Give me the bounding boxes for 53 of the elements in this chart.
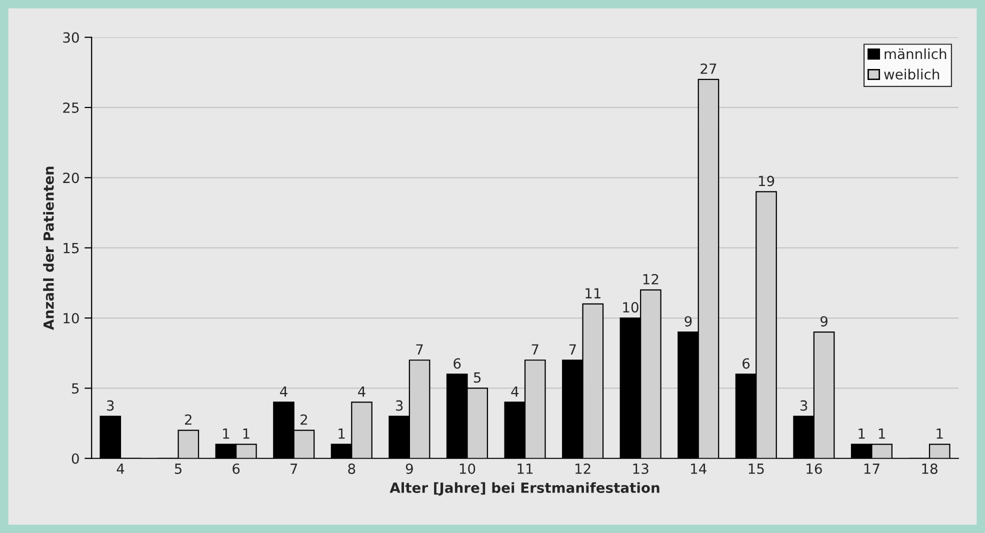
data-label: 4 — [358, 386, 366, 397]
data-label: 1 — [223, 428, 230, 439]
data-label: 1 — [243, 428, 250, 439]
x-tick-label: 6 — [232, 463, 240, 474]
y-tick-label: 10 — [64, 312, 79, 324]
data-label: 7 — [569, 344, 576, 354]
data-label: 11 — [586, 288, 600, 298]
data-label: 5 — [474, 372, 481, 383]
data-label: 1 — [878, 428, 885, 439]
x-tick-label: 13 — [633, 463, 648, 474]
data-label: 3 — [107, 400, 114, 411]
data-label: 7 — [532, 344, 538, 354]
data-label: 1 — [338, 428, 345, 439]
data-label: 1 — [936, 428, 943, 439]
data-label: 19 — [758, 176, 774, 186]
x-tick-label: 15 — [748, 464, 764, 474]
x-tick-label: 16 — [806, 463, 822, 474]
y-axis-title: Anzahl der Patienten — [43, 166, 54, 330]
data-label: 2 — [184, 414, 192, 425]
data-label: 2 — [300, 414, 307, 425]
data-label: 6 — [454, 358, 461, 369]
data-label: 3 — [396, 400, 403, 411]
data-label: 4 — [511, 386, 519, 397]
y-tick-label: 20 — [63, 172, 79, 184]
x-axis-title: Alter [Jahre] bei Erstmanifestation — [390, 482, 660, 496]
x-tick-label: 18 — [922, 463, 938, 474]
y-tick-label: 30 — [63, 32, 79, 43]
data-label: 12 — [643, 274, 658, 284]
x-tick-label: 4 — [116, 464, 124, 474]
x-tick-label: 7 — [290, 464, 298, 474]
data-label: 9 — [820, 316, 828, 327]
data-label: 7 — [416, 344, 423, 354]
y-tick-label: 0 — [72, 453, 79, 464]
data-label: 4 — [280, 386, 288, 397]
x-tick-label: 5 — [174, 464, 182, 474]
y-tick-label: 5 — [72, 383, 79, 394]
x-tick-label: 8 — [348, 463, 356, 474]
data-label: 27 — [700, 63, 716, 74]
legend-label: männlich — [884, 48, 946, 60]
data-label: 10 — [623, 302, 638, 313]
x-tick-label: 9 — [406, 463, 413, 474]
data-label: 9 — [684, 316, 692, 327]
x-tick-label: 12 — [575, 463, 590, 474]
x-tick-label: 14 — [691, 464, 706, 474]
x-tick-label: 17 — [864, 464, 880, 474]
data-label: 6 — [742, 358, 750, 369]
x-tick-label: 10 — [460, 463, 476, 474]
x-tick-label: 11 — [518, 464, 533, 474]
data-label: 3 — [800, 400, 808, 411]
legend-label: weiblich — [884, 68, 940, 80]
y-tick-label: 15 — [64, 242, 79, 254]
y-tick-label: 25 — [63, 102, 79, 113]
data-label: 1 — [858, 428, 865, 439]
